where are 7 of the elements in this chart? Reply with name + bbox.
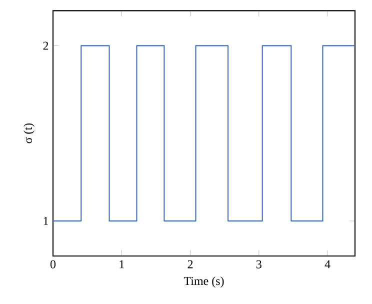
y-axis-title: σ (t) bbox=[24, 123, 34, 144]
x-axis-title: Time (s) bbox=[184, 276, 224, 288]
x-tick-label: 1 bbox=[120, 260, 124, 268]
x-tick-label: 4 bbox=[324, 260, 330, 268]
x-tick-label: 2 bbox=[188, 260, 193, 268]
x-tick-label: 0 bbox=[50, 260, 56, 268]
x-tick-label: 3 bbox=[256, 260, 262, 268]
